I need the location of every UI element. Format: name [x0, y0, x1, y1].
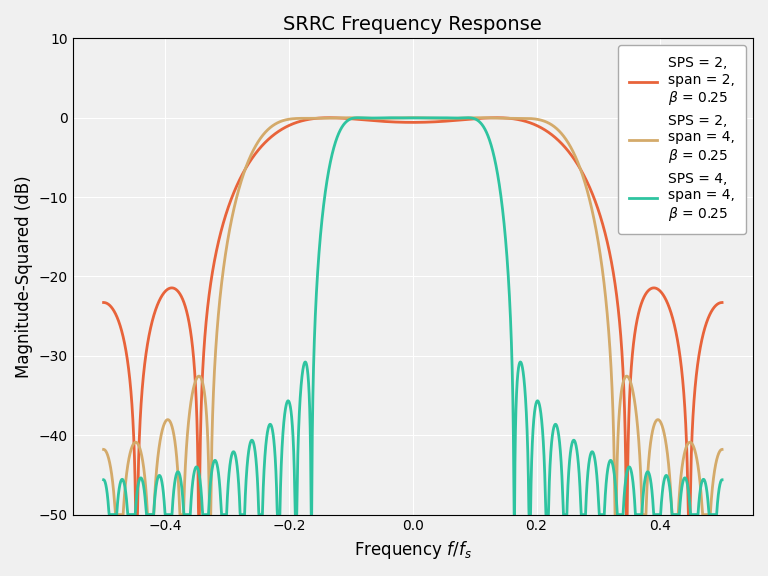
SPS = 4,
span = 4,
$\beta$ = 0.25	[381, 114, 390, 121]
SPS = 4,
span = 4,
$\beta$ = 0.25	[104, 511, 114, 518]
SPS = 2,
span = 2,
$\beta$ = 0.25	[146, 324, 155, 331]
SPS = 2,
span = 4,
$\beta$ = 0.25	[675, 484, 684, 491]
Line: SPS = 2,
span = 4,
$\beta$ = 0.25: SPS = 2, span = 4, $\beta$ = 0.25	[104, 118, 722, 514]
SPS = 2,
span = 4,
$\beta$ = 0.25	[409, 114, 418, 121]
SPS = 2,
span = 2,
$\beta$ = 0.25	[582, 178, 591, 185]
Y-axis label: Magnitude-Squared (dB): Magnitude-Squared (dB)	[15, 175, 33, 378]
SPS = 2,
span = 2,
$\beta$ = 0.25	[492, 114, 502, 121]
SPS = 2,
span = 2,
$\beta$ = 0.25	[99, 299, 108, 306]
Title: SRRC Frequency Response: SRRC Frequency Response	[283, 15, 542, 34]
SPS = 4,
span = 4,
$\beta$ = 0.25	[717, 476, 727, 483]
Legend: SPS = 2,
span = 2,
$\beta$ = 0.25, SPS = 2,
span = 4,
$\beta$ = 0.25, SPS = 4,
s: SPS = 2, span = 2, $\beta$ = 0.25, SPS =…	[618, 46, 746, 234]
SPS = 2,
span = 4,
$\beta$ = 0.25	[111, 511, 120, 518]
SPS = 2,
span = 4,
$\beta$ = 0.25	[582, 186, 591, 193]
SPS = 4,
span = 4,
$\beta$ = 0.25	[492, 168, 502, 175]
SPS = 4,
span = 4,
$\beta$ = 0.25	[675, 503, 684, 510]
SPS = 2,
span = 2,
$\beta$ = 0.25	[356, 116, 366, 123]
SPS = 4,
span = 4,
$\beta$ = 0.25	[356, 115, 366, 122]
SPS = 4,
span = 4,
$\beta$ = 0.25	[558, 475, 567, 482]
SPS = 2,
span = 2,
$\beta$ = 0.25	[558, 141, 567, 147]
SPS = 2,
span = 2,
$\beta$ = 0.25	[325, 114, 334, 121]
SPS = 4,
span = 4,
$\beta$ = 0.25	[582, 482, 591, 488]
Line: SPS = 2,
span = 2,
$\beta$ = 0.25: SPS = 2, span = 2, $\beta$ = 0.25	[104, 118, 722, 514]
SPS = 2,
span = 4,
$\beta$ = 0.25	[717, 446, 727, 453]
SPS = 2,
span = 4,
$\beta$ = 0.25	[146, 511, 155, 518]
SPS = 2,
span = 2,
$\beta$ = 0.25	[131, 511, 141, 518]
SPS = 2,
span = 2,
$\beta$ = 0.25	[717, 299, 727, 306]
SPS = 2,
span = 4,
$\beta$ = 0.25	[99, 446, 108, 453]
Line: SPS = 4,
span = 4,
$\beta$ = 0.25: SPS = 4, span = 4, $\beta$ = 0.25	[104, 118, 722, 514]
SPS = 2,
span = 4,
$\beta$ = 0.25	[558, 131, 567, 138]
X-axis label: Frequency $f/f_s$: Frequency $f/f_s$	[354, 539, 472, 561]
SPS = 2,
span = 4,
$\beta$ = 0.25	[492, 115, 502, 122]
SPS = 2,
span = 4,
$\beta$ = 0.25	[356, 115, 366, 122]
SPS = 2,
span = 2,
$\beta$ = 0.25	[675, 352, 684, 359]
SPS = 4,
span = 4,
$\beta$ = 0.25	[99, 476, 108, 483]
SPS = 4,
span = 4,
$\beta$ = 0.25	[146, 511, 155, 518]
